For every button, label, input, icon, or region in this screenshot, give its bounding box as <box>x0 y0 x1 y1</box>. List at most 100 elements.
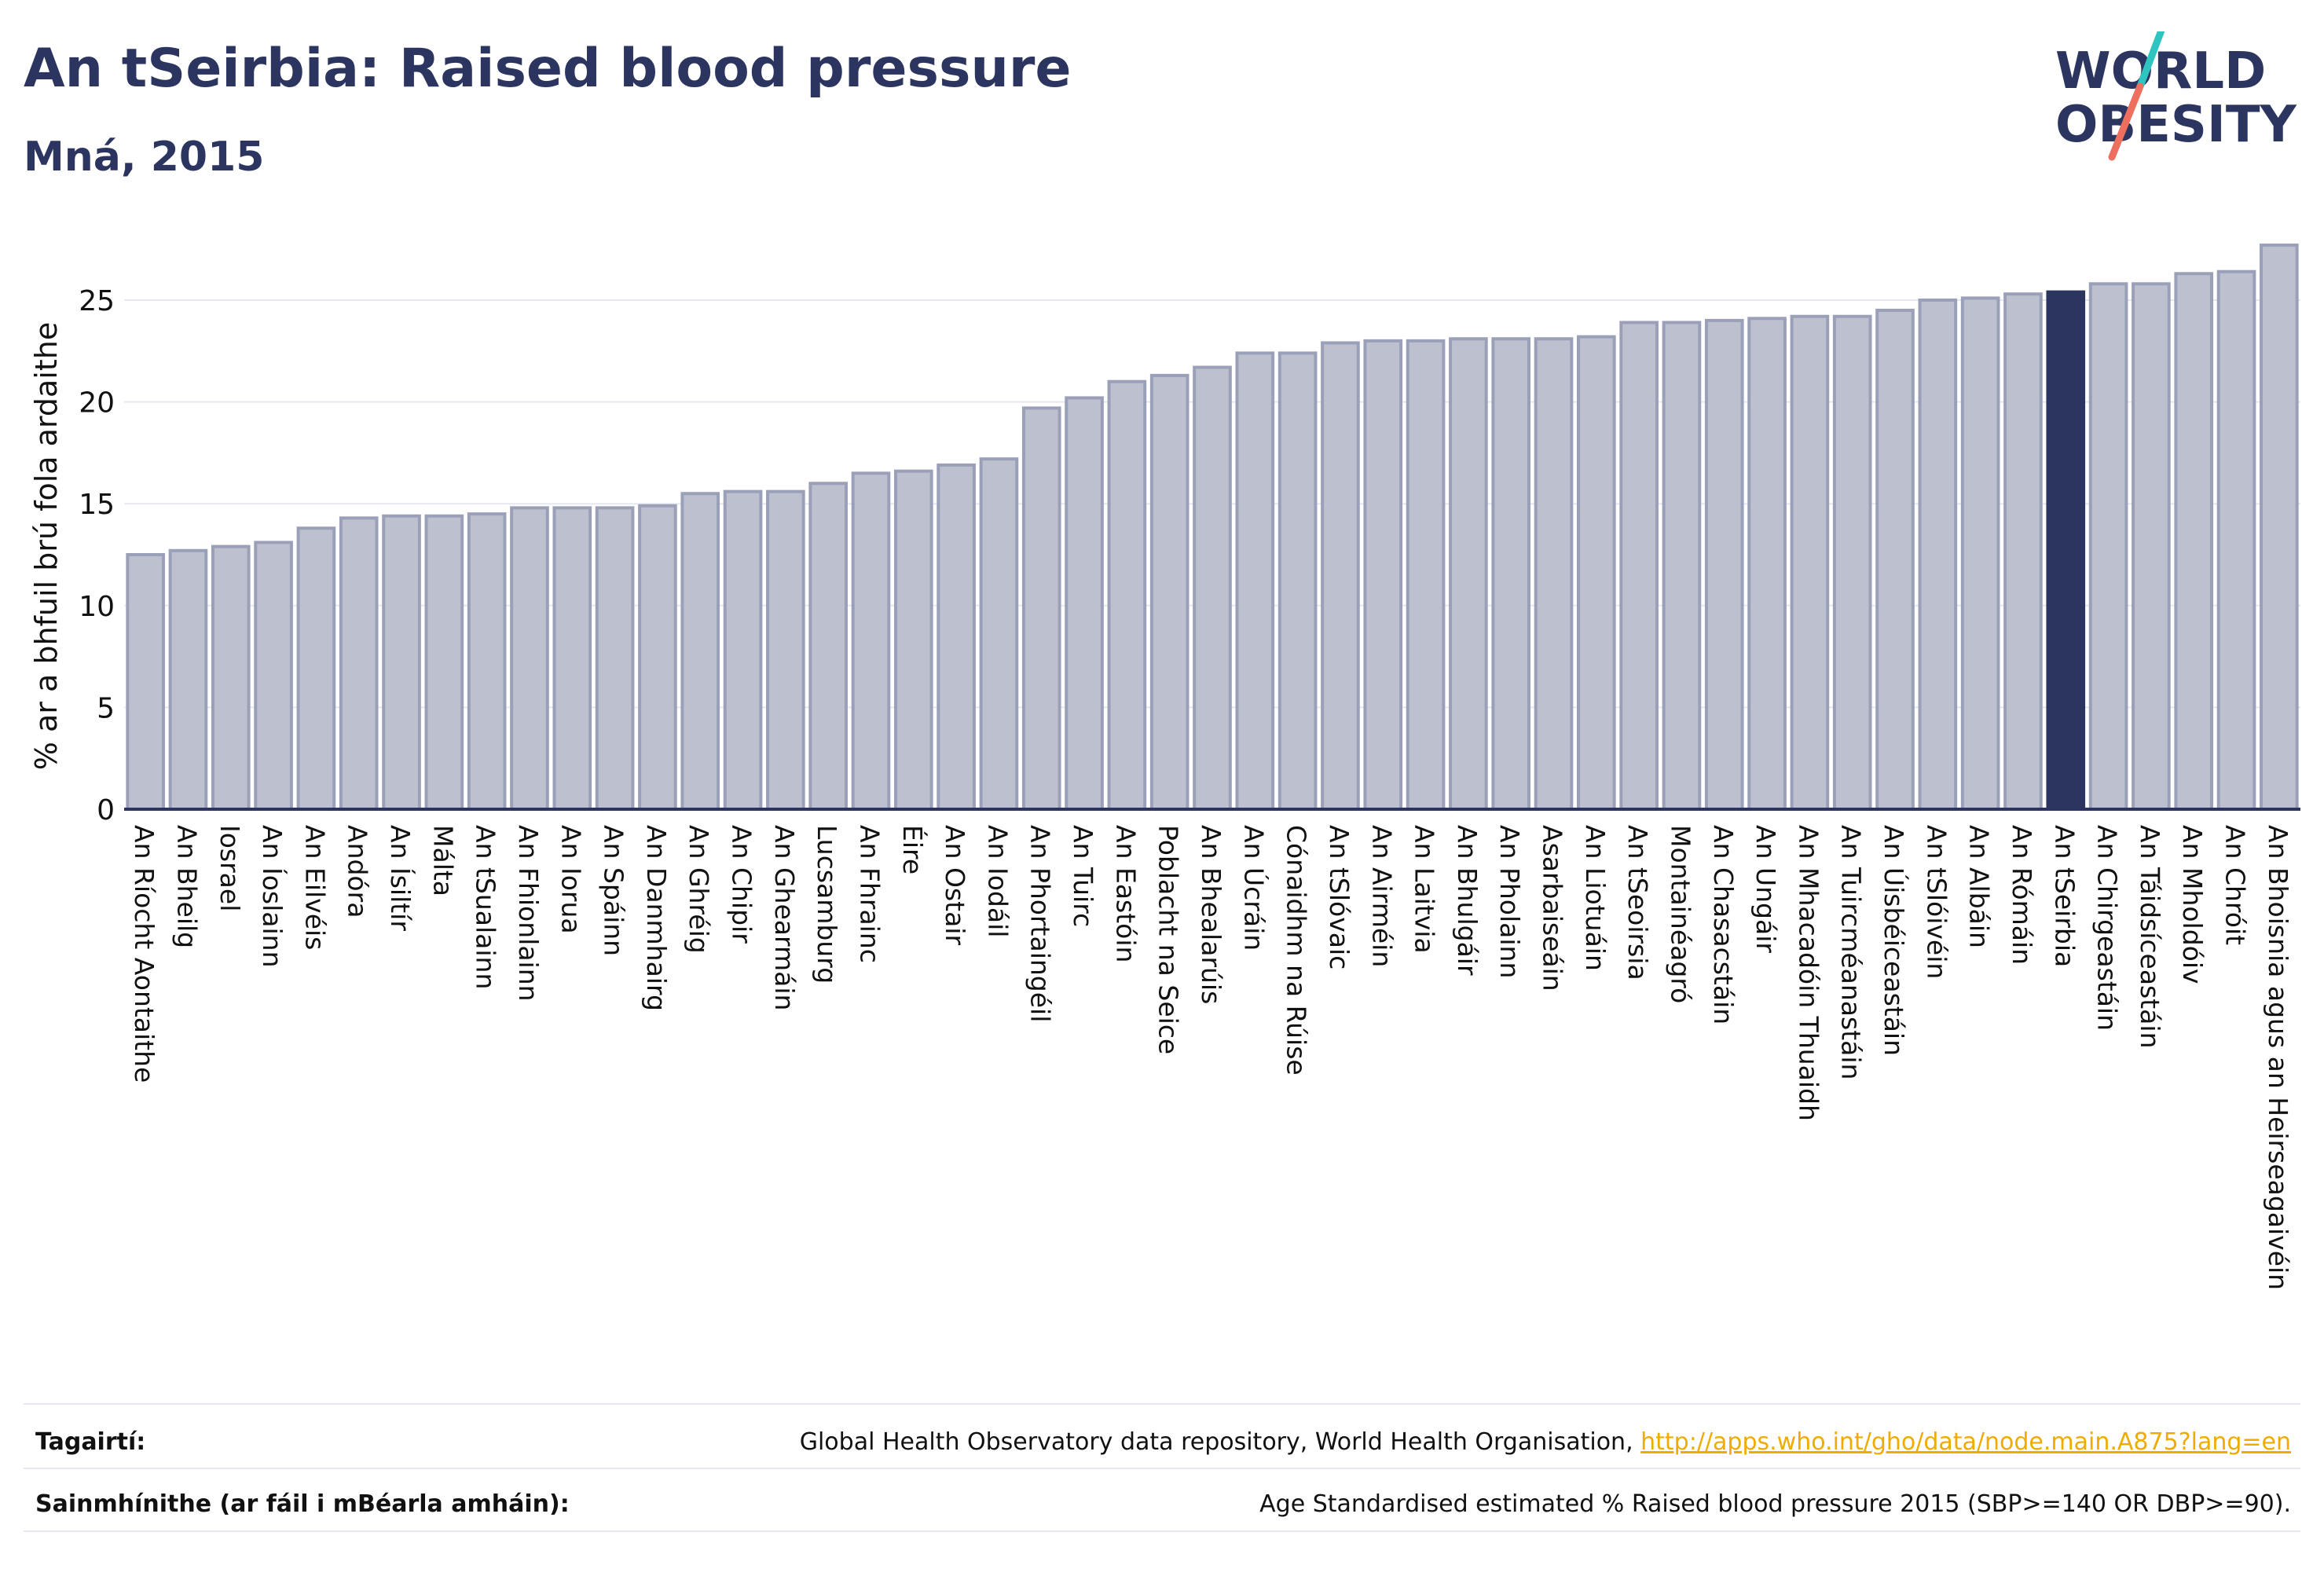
x-tick-label: An Tuirc <box>1068 825 1098 927</box>
bar <box>1235 351 1275 811</box>
bar <box>1321 341 1360 811</box>
bar <box>851 471 891 811</box>
footer-rule-middle <box>24 1468 2300 1469</box>
bar <box>552 506 592 811</box>
bar <box>1277 351 1318 811</box>
y-tick-label: 5 <box>97 692 115 724</box>
x-tick-label: An Chróit <box>2220 825 2251 945</box>
bar <box>1875 308 1915 811</box>
references-label: Tagairtí: <box>35 1428 146 1456</box>
x-tick-label: An tSlóvaic <box>1324 825 1354 969</box>
bar <box>1534 337 1574 811</box>
x-tick-label: An Bhoisnia agus an Heirseagaivéin <box>2263 825 2293 1290</box>
x-tick-label: An Táidsíceastáin <box>2135 825 2165 1048</box>
bar <box>126 553 165 811</box>
footer-rule-bottom <box>24 1530 2300 1532</box>
x-tick-label: Montainéagró <box>1665 825 1695 1003</box>
x-tick-label: An Ghearmáin <box>769 825 800 1010</box>
bar <box>339 516 379 811</box>
bars <box>126 244 2299 812</box>
x-tick-label: Poblacht na Seice <box>1153 825 1184 1054</box>
x-tick-label: An Ríocht Aontaithe <box>129 825 159 1083</box>
bar-chart: 0 5 10 15 20 25 An Ríocht Aontaithe An Bheilg Io… <box>29 244 2300 1290</box>
logo-slash-coral <box>2108 82 2144 161</box>
bar <box>296 526 336 812</box>
y-axis-label: % ar a bhfuil brú fola ardaithe <box>29 322 64 770</box>
bar <box>1662 321 1702 811</box>
x-tick-label: An Iorua <box>555 825 586 934</box>
x-tick-label: An Laitvia <box>1409 825 1440 954</box>
bar <box>1790 314 1830 811</box>
x-tick-label: An Fhrainc <box>854 825 885 963</box>
x-tick-label: An Ísiltír <box>385 825 416 931</box>
bar <box>2088 282 2128 812</box>
bar <box>1021 406 1061 811</box>
bar <box>467 512 507 811</box>
bar <box>723 489 763 811</box>
x-tick-label: An tSeirbia <box>2049 825 2080 967</box>
x-tick-label: An Albáin <box>1964 825 1995 948</box>
bar <box>424 514 464 811</box>
bar <box>595 506 635 811</box>
x-tick-label: An Chasacstáin <box>1708 825 1739 1024</box>
bar <box>1747 317 1787 811</box>
x-tick-label: An Pholainn <box>1494 825 1525 978</box>
y-tick-label: 25 <box>79 285 115 317</box>
x-tick-label: An Chirgeastáin <box>2092 825 2123 1031</box>
x-tick-label: An Úisbéiceastáin <box>1879 825 1910 1056</box>
bar <box>1832 314 1872 811</box>
x-tick-label: An Bhulgáir <box>1452 825 1483 976</box>
x-tick-label: An Bheilg <box>171 825 202 948</box>
bar <box>979 457 1019 812</box>
x-tick-label: An Eilvéis <box>299 825 330 950</box>
chart-title: An tSeirbia: Raised blood pressure <box>24 38 1072 100</box>
x-tick-label: An Ghréig <box>684 825 714 954</box>
bar <box>1619 321 1659 811</box>
x-tick-label: An tSlóivéin <box>1921 825 1952 979</box>
definitions-label: Sainmhínithe (ar fáil i mBéarla amháin): <box>35 1490 570 1518</box>
x-tick-label: Cónaidhm na Rúise <box>1281 825 1312 1076</box>
bar <box>766 489 805 811</box>
bar <box>1449 337 1488 811</box>
logo-text-world: WORLD <box>2055 42 2266 101</box>
references-link[interactable]: http://apps.who.int/gho/data/node.main.A… <box>1640 1428 2291 1456</box>
x-tick-label: An Eastóin <box>1110 825 1141 962</box>
bar <box>1107 379 1147 811</box>
bar <box>1960 296 2000 811</box>
bar <box>254 541 293 811</box>
x-tick-label: An Spáinn <box>599 825 629 956</box>
bar <box>1918 299 1958 811</box>
footer-rule-top <box>24 1403 2300 1405</box>
x-tick-label: An Mholdóiv <box>2177 825 2208 984</box>
x-tick-label: An Fhionlainn <box>513 825 544 1002</box>
x-tick-label: Málta <box>427 825 458 896</box>
bar <box>510 506 549 811</box>
x-tick-label: Iosrael <box>214 825 245 911</box>
bar <box>1577 335 1616 811</box>
x-tick-label: An Mhacadóin Thuaidh <box>1793 825 1824 1121</box>
chart-subtitle: Mná, 2015 <box>24 134 265 181</box>
x-tick-label: An Ungáir <box>1750 825 1781 953</box>
bar <box>2260 244 2299 811</box>
x-tick-label: An Bhealarúis <box>1196 825 1226 1004</box>
x-tick-label: Andóra <box>343 825 373 918</box>
x-tick-label: An Íoslainn <box>257 825 288 967</box>
y-tick-label: 15 <box>79 489 115 521</box>
x-tick-label: An Ostair <box>940 825 970 945</box>
bar <box>1491 337 1531 811</box>
bar <box>2216 269 2256 812</box>
bar <box>638 504 677 811</box>
bar <box>1065 396 1104 811</box>
definitions-value: Age Standardised estimated % Raised bloo… <box>1259 1490 2291 1518</box>
x-tick-label: Lucsamburg <box>812 825 842 984</box>
x-tick-label: An Danmhairg <box>641 825 672 1011</box>
bar-highlighted <box>2046 290 2086 811</box>
x-tick-label: An Airméin <box>1366 825 1397 967</box>
x-tick-label: Asarbaiseáin <box>1538 825 1568 991</box>
y-tick-label: 0 <box>97 794 115 826</box>
x-tick-label: Éire <box>897 825 929 874</box>
references-value: Global Health Observatory data repositor… <box>800 1428 2291 1456</box>
logo-slash-teal <box>2136 31 2165 90</box>
bar <box>1704 318 1744 812</box>
bar <box>211 544 251 812</box>
